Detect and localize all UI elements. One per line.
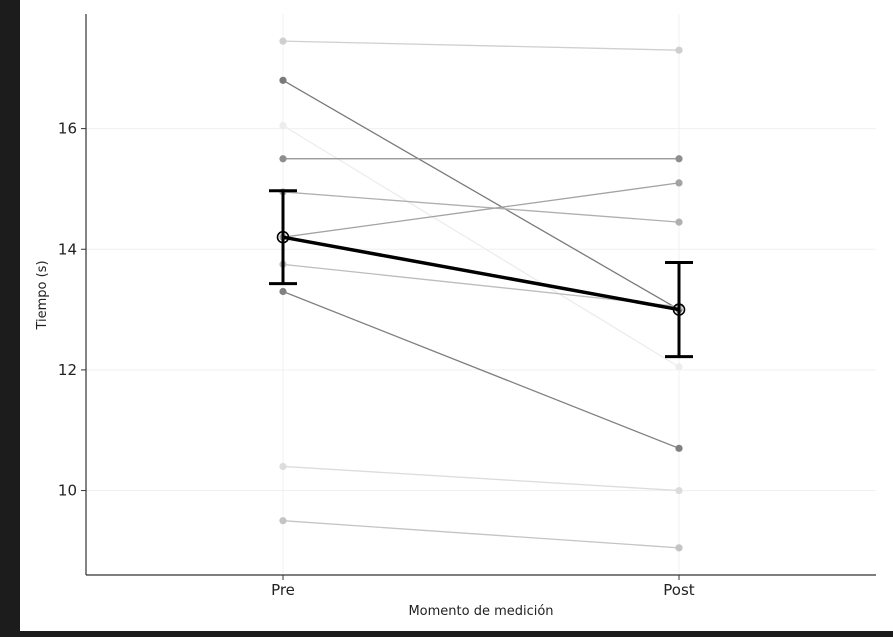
participant-point: [675, 544, 683, 552]
mean-point: [672, 303, 686, 316]
participant-line: [282, 40, 680, 51]
participant-point: [675, 179, 683, 187]
x-tick-label: Pre: [271, 581, 295, 599]
participant-point: [279, 462, 287, 471]
participant-line: [282, 191, 680, 223]
y-tick-label: 14: [58, 240, 77, 258]
y-axis-label: Tiempo (s): [35, 260, 50, 330]
bottom-frame-border: [0, 631, 893, 637]
y-ticks: 10 12 14 16: [58, 120, 86, 500]
participant-point: [279, 155, 287, 163]
participant-line: [282, 520, 680, 549]
participant-point: [279, 517, 287, 525]
participant-series: [279, 37, 683, 552]
participant-line: [282, 263, 680, 308]
axes: [85, 14, 876, 576]
participant-point: [279, 37, 287, 45]
x-ticks: Pre Post: [271, 575, 695, 599]
x-axis-label: Momento de medición: [408, 604, 553, 619]
mean-line: [282, 235, 680, 312]
participant-line: [282, 465, 680, 492]
participant-point: [279, 76, 287, 84]
mean-point: [276, 230, 290, 244]
left-frame-border: [0, 0, 20, 637]
y-tick-label: 16: [58, 120, 77, 138]
participant-point: [279, 287, 287, 296]
participant-point: [279, 121, 287, 130]
participant-point: [675, 218, 683, 226]
participant-point: [675, 444, 683, 452]
grid-lines: [86, 14, 876, 575]
participant-line: [282, 125, 680, 368]
y-tick-label: 10: [58, 482, 77, 500]
participant-point: [675, 486, 683, 495]
y-tick-label: 12: [58, 361, 77, 379]
participant-line: [282, 182, 680, 238]
participant-line: [282, 290, 680, 449]
participant-line: [282, 79, 680, 311]
participant-point: [675, 46, 683, 54]
x-tick-label: Post: [663, 581, 695, 599]
mean-series: [269, 189, 693, 359]
participant-point: [675, 155, 683, 163]
participant-point: [675, 363, 683, 371]
